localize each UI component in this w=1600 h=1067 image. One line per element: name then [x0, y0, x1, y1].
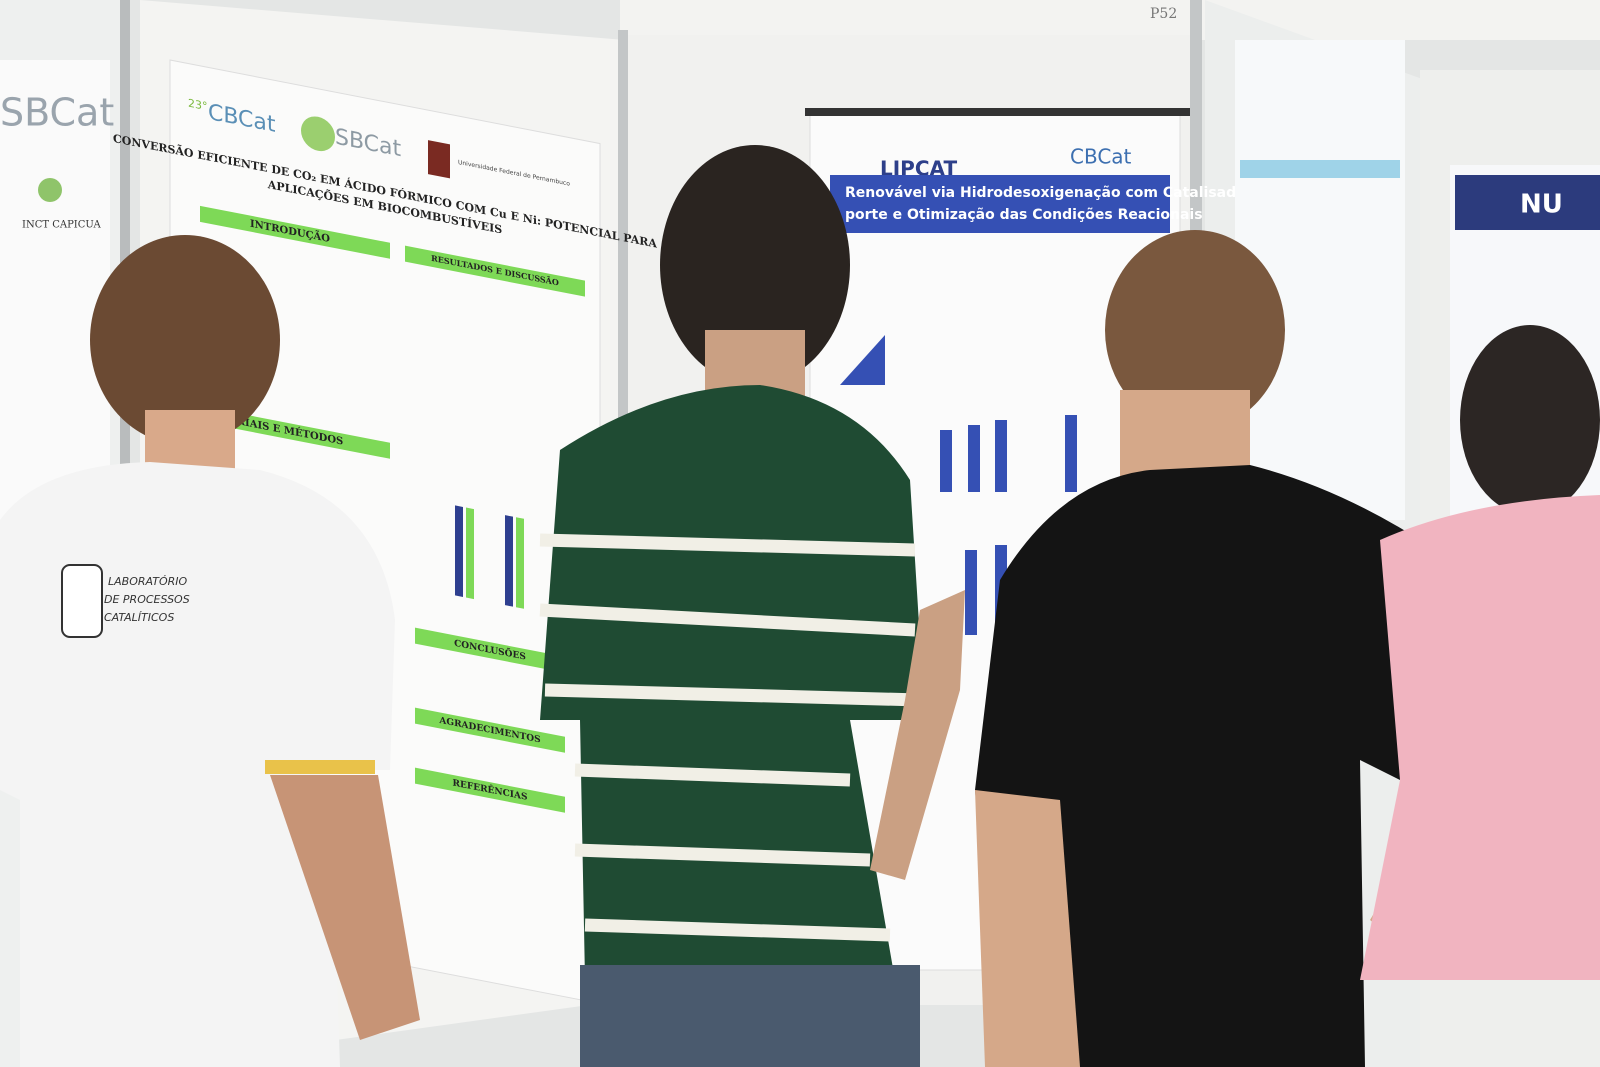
section-bar: [415, 627, 565, 673]
poster-figure: [455, 505, 513, 607]
shirt-text: LABORATÓRIO: [108, 575, 187, 588]
ceiling: [620, 0, 1600, 40]
shirt-logo: [61, 564, 103, 638]
figure-bar: [968, 425, 980, 492]
poster-figure: [466, 507, 524, 609]
shirt-pink: [1360, 495, 1600, 980]
head-hair: [90, 235, 280, 445]
figure-bar: [516, 517, 524, 609]
shirt-green: [540, 385, 925, 980]
figure-bar: [455, 505, 463, 597]
poster-text: INCT CAPICUA: [22, 220, 102, 231]
arm: [870, 590, 965, 880]
stripe: [574, 843, 871, 867]
section-bar: [1240, 160, 1400, 178]
section-bar: [405, 245, 585, 297]
sleeve-trim: [265, 760, 375, 774]
figure-area: [840, 335, 885, 385]
poster-figure: [840, 335, 1077, 635]
shirt-stripes: [539, 533, 921, 942]
poster-title: Renovável via Hidrodesoxigenação com Cat…: [845, 185, 1295, 201]
poster-logo: SBCat: [0, 91, 114, 135]
head-hair: [1105, 230, 1285, 430]
logo-icon: [38, 178, 62, 202]
stripe: [544, 683, 921, 707]
poster-logo: 23°: [188, 97, 207, 114]
title-bar: [830, 175, 1170, 233]
poster-rod: [805, 108, 1190, 116]
figure-bar: [466, 507, 474, 600]
arm: [975, 790, 1080, 1067]
stripe: [574, 763, 851, 787]
face: [1120, 390, 1250, 480]
head-hair: [1460, 325, 1600, 515]
figure-bar: [940, 430, 952, 492]
poster-title: porte e Otimização das Condições Reacion…: [845, 207, 1203, 223]
figure-bar: [1065, 415, 1077, 492]
figure-bar: [965, 550, 977, 635]
title-bar: [1455, 175, 1600, 230]
figure-bar: [995, 420, 1007, 492]
booth-number: P52: [1150, 6, 1177, 22]
shirt-text: CATALÍTICOS: [104, 611, 174, 624]
section-bar: [200, 205, 390, 259]
arm: [270, 775, 420, 1040]
poster: [0, 60, 110, 520]
figure-bar: [505, 515, 513, 607]
jeans: [580, 965, 920, 1067]
shirt-text: DE PROCESSOS: [104, 593, 190, 606]
stripe: [584, 918, 891, 942]
section-bar: [415, 767, 565, 813]
poster-logo: CBCat: [1070, 145, 1132, 169]
poster-logo: NU: [1520, 190, 1563, 220]
logo-icon: [428, 140, 450, 179]
stripe: [539, 603, 916, 637]
logo-icon: [301, 116, 335, 152]
head-hair: [660, 145, 850, 385]
stripe: [539, 533, 916, 557]
section-bar: [415, 707, 565, 753]
